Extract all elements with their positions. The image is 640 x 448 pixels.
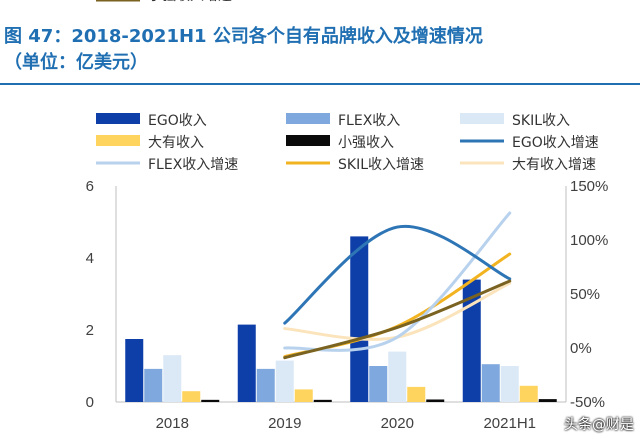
y-tick-label: 4 (86, 250, 94, 267)
bar (500, 366, 519, 402)
bar (256, 368, 275, 402)
legend-label: SKIL收入 (512, 113, 570, 129)
bar (313, 399, 332, 402)
y2-tick-label: 50% (570, 286, 600, 303)
bar (294, 389, 313, 402)
legend-label: SKIL收入增速 (338, 157, 424, 173)
bar (182, 391, 201, 402)
legend-swatch (96, 113, 140, 124)
bars-layer (125, 236, 557, 402)
legend-label: 小强收入增速 (148, 0, 232, 4)
y2-tick-label: 150% (570, 178, 608, 195)
tick-labels: 0 2 4 6 -50% 0% 50% 100% 150% 2018 2019 2020 2021H1 (86, 178, 609, 432)
series-line (283, 224, 512, 325)
x-tick-label: 2019 (268, 415, 301, 432)
bar (388, 351, 407, 402)
legend-swatch (286, 135, 330, 146)
bar (144, 368, 163, 402)
y2-tick-label: -50% (570, 394, 605, 411)
title-line-2: （单位：亿美元） (4, 52, 148, 73)
x-tick-label: 2018 (156, 415, 189, 432)
title-line-1: 图 47：2018-2021H1 公司各个自有品牌收入及增速情况 (4, 26, 483, 47)
bar (481, 364, 500, 402)
y-tick-label: 2 (86, 322, 94, 339)
y-tick-label: 0 (86, 394, 94, 411)
legend-swatch (96, 135, 140, 146)
bar (275, 360, 294, 402)
x-tick-label: 2020 (381, 415, 414, 432)
bar (426, 399, 445, 402)
title-divider (0, 83, 640, 85)
bar (519, 385, 538, 402)
bar (201, 399, 220, 402)
legend-swatch (286, 113, 330, 124)
x-tick-label: 2021H1 (483, 415, 536, 432)
y-tick-label: 6 (86, 178, 94, 195)
series-line (283, 279, 512, 360)
legend-label: FLEX收入增速 (148, 157, 238, 173)
bar (350, 236, 369, 402)
watermark: 头条@财是 (564, 417, 634, 433)
legend-label: EGO收入增速 (512, 135, 599, 151)
bar (369, 366, 388, 402)
legend-label: 小强收入 (338, 135, 394, 151)
legend-label: EGO收入 (148, 113, 207, 129)
legend-label: 大有收入 (148, 135, 204, 151)
chart-title: 图 47：2018-2021H1 公司各个自有品牌收入及增速情况 （单位：亿美元… (4, 24, 636, 76)
y2-tick-label: 0% (570, 340, 592, 357)
bar (125, 339, 144, 402)
legend-swatch (460, 113, 504, 124)
bar (462, 279, 481, 402)
bar (237, 324, 256, 402)
bar (163, 355, 182, 402)
bar (538, 399, 557, 402)
legend-label: FLEX收入 (338, 113, 400, 129)
bar (407, 386, 426, 402)
y2-tick-label: 100% (570, 232, 608, 249)
lines-layer (283, 211, 512, 360)
legend-label: 大有收入增速 (512, 157, 596, 173)
